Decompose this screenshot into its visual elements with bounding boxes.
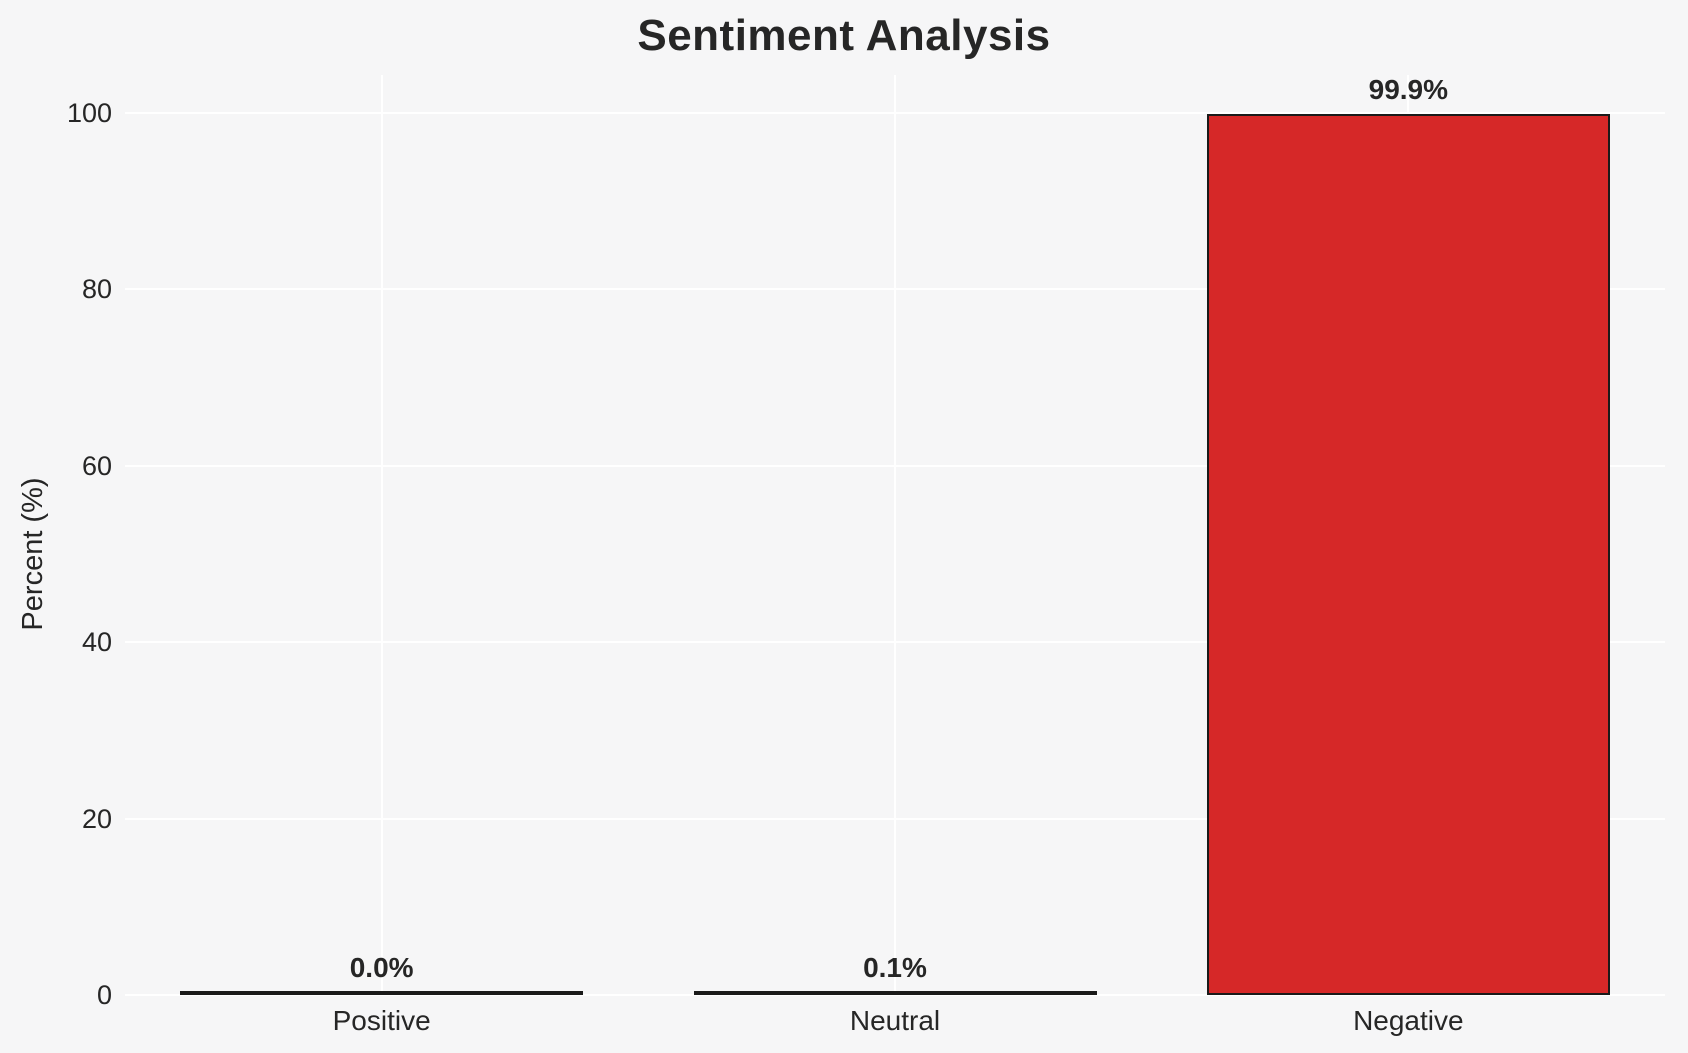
- plot-area: [125, 75, 1665, 996]
- bar-value-label: 0.0%: [349, 952, 414, 983]
- y-tick-label: 80: [81, 274, 112, 305]
- bar-value-label: 99.9%: [1368, 74, 1449, 105]
- gridline-horizontal: [125, 817, 1665, 820]
- gridline-horizontal: [125, 994, 1665, 996]
- gridline-horizontal: [125, 641, 1665, 644]
- gridline-horizontal: [125, 464, 1665, 467]
- x-tick-label: Positive: [332, 1005, 431, 1036]
- y-tick-label: 100: [66, 98, 112, 128]
- x-tick-label: Neutral: [849, 1005, 941, 1036]
- y-tick-label: 60: [81, 450, 112, 481]
- gridline-horizontal: [125, 288, 1665, 291]
- y-tick-label: 40: [81, 627, 112, 658]
- gridline-horizontal: [125, 112, 1665, 114]
- bar-neutral: [693, 991, 1097, 995]
- bar-value-label: 0.1%: [863, 952, 927, 983]
- gridline-vertical: [380, 75, 383, 995]
- gridline-vertical: [894, 75, 896, 995]
- bar-positive: [180, 991, 584, 995]
- bar-negative: [1206, 114, 1610, 995]
- x-tick-label: Negative: [1353, 1005, 1464, 1036]
- y-tick-label: 0: [96, 980, 112, 1010]
- chart-title: Sentiment Analysis: [637, 11, 1051, 60]
- y-tick-label: 20: [81, 803, 112, 834]
